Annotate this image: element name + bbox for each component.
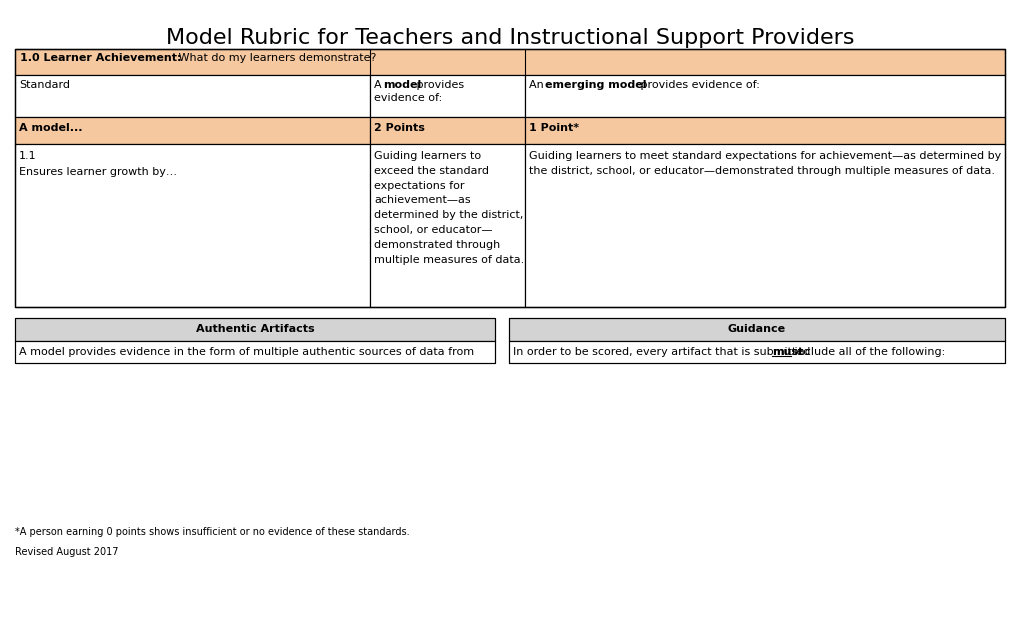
Bar	[15, 318, 494, 341]
Text: A model provides evidence in the form of multiple authentic sources of data from: A model provides evidence in the form of…	[19, 347, 474, 357]
Bar	[525, 75, 1004, 117]
Text: must: must	[771, 347, 802, 357]
Text: *A person earning 0 points shows insufficient or no evidence of these standards.: *A person earning 0 points shows insuffi…	[15, 527, 410, 537]
Text: A model...: A model...	[19, 123, 83, 133]
Bar	[15, 49, 1004, 75]
Text: evidence of:: evidence of:	[374, 93, 442, 103]
Text: What do my learners demonstrate?: What do my learners demonstrate?	[175, 53, 376, 63]
Text: In order to be scored, every artifact that is submitted: In order to be scored, every artifact th…	[513, 347, 813, 357]
Text: Guidance: Guidance	[728, 324, 786, 334]
Text: provides: provides	[413, 80, 464, 90]
Text: Standard: Standard	[19, 80, 70, 90]
Text: emerging model: emerging model	[544, 80, 646, 90]
Text: An: An	[529, 80, 547, 90]
Bar	[508, 318, 1004, 341]
Bar	[15, 117, 370, 144]
Text: 1.0 Learner Achievement:: 1.0 Learner Achievement:	[20, 53, 181, 63]
Bar	[370, 75, 525, 117]
Text: 1.1
Ensures learner growth by…: 1.1 Ensures learner growth by…	[19, 151, 177, 178]
Bar	[15, 75, 370, 117]
Text: Authentic Artifacts: Authentic Artifacts	[196, 324, 314, 334]
Bar	[15, 318, 494, 363]
Bar	[15, 341, 494, 363]
Bar	[370, 144, 525, 307]
Bar	[525, 144, 1004, 307]
Bar	[370, 117, 525, 144]
Text: model: model	[382, 80, 421, 90]
Bar	[508, 341, 1004, 363]
Bar	[15, 49, 1004, 307]
Text: 1 Point*: 1 Point*	[529, 123, 579, 133]
Text: include all of the following:: include all of the following:	[791, 347, 945, 357]
Text: Revised August 2017: Revised August 2017	[15, 547, 118, 557]
Text: 2 Points: 2 Points	[374, 123, 425, 133]
Text: provides evidence of:: provides evidence of:	[637, 80, 759, 90]
Bar	[15, 144, 370, 307]
Text: Guiding learners to meet standard expectations for achievement—as determined by
: Guiding learners to meet standard expect…	[529, 151, 1001, 176]
Text: Model Rubric for Teachers and Instructional Support Providers: Model Rubric for Teachers and Instructio…	[165, 28, 854, 48]
Text: A: A	[374, 80, 385, 90]
Text: Guiding learners to
exceed the standard
expectations for
achievement—as
determin: Guiding learners to exceed the standard …	[374, 151, 524, 264]
Bar	[508, 318, 1004, 363]
Bar	[525, 117, 1004, 144]
